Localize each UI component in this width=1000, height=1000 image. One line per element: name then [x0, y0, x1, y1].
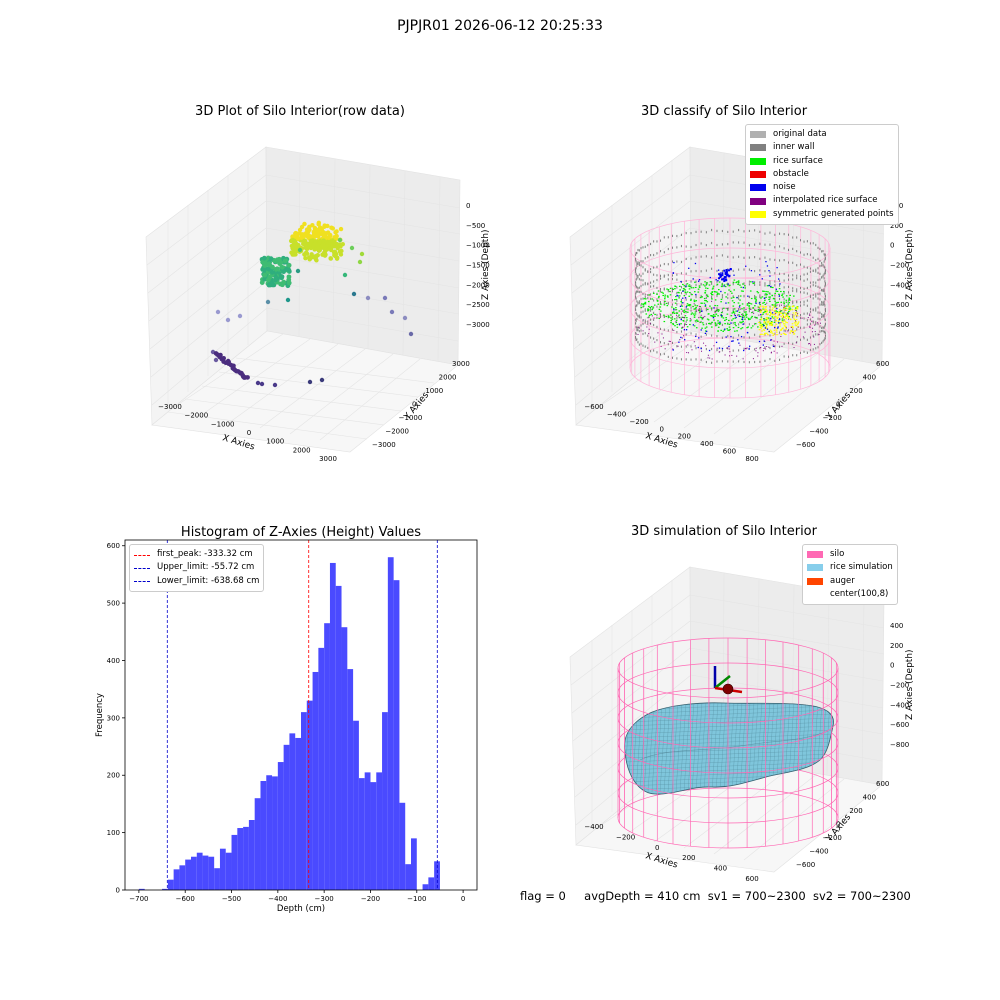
- legend-item-auger: auger: [807, 575, 893, 588]
- legend-label: center(100,8): [830, 588, 888, 601]
- axis-ytick-label: 200: [849, 807, 862, 815]
- status-sv1: sv1 = 700~2300: [708, 889, 806, 903]
- axis-ztick-label: 200: [890, 642, 903, 650]
- axis-xtick-label: −400: [584, 823, 603, 831]
- legend-swatch: [807, 578, 823, 585]
- legend-label: auger: [830, 575, 855, 588]
- axis-xtick-label: 600: [745, 875, 758, 883]
- axis-ztick-label: −800: [890, 741, 909, 749]
- axis-xtick-label: 0: [655, 844, 659, 852]
- axis-xtick-label: 200: [682, 854, 695, 862]
- legend-swatch: [807, 551, 823, 558]
- axis-xtick-label: 400: [714, 865, 727, 873]
- axis-xtick-label: −200: [616, 833, 635, 841]
- axis-ztick-label: 400: [890, 622, 903, 630]
- legend-swatch: [807, 564, 823, 571]
- axis-ytick-label: 600: [876, 780, 889, 788]
- legend-label: silo: [830, 548, 844, 561]
- legend-label: rice simulation: [830, 561, 893, 574]
- sim-legend: silo rice simulation auger center(100,8): [802, 544, 898, 605]
- status-sv2: sv2 = 700~2300: [813, 889, 911, 903]
- axis-ytick-label: −400: [809, 848, 828, 856]
- status-flag: flag = 0: [520, 889, 566, 903]
- axis-ztick-label: −600: [890, 721, 909, 729]
- status-line: flag = 0 avgDepth = 410 cm sv1 = 700~230…: [520, 889, 911, 903]
- legend-swatch: [807, 591, 823, 598]
- legend-item-silo: silo: [807, 548, 893, 561]
- axis-ztick-label: 0: [890, 662, 894, 670]
- sim-zlabel: Z Axies (Depth): [905, 649, 915, 720]
- legend-item-center: center(100,8): [807, 588, 893, 601]
- legend-item-rice-simulation: rice simulation: [807, 561, 893, 574]
- axis-ytick-label: −600: [796, 861, 815, 869]
- status-avg-depth: avgDepth = 410 cm: [584, 889, 700, 903]
- axis-ytick-label: 400: [863, 794, 876, 802]
